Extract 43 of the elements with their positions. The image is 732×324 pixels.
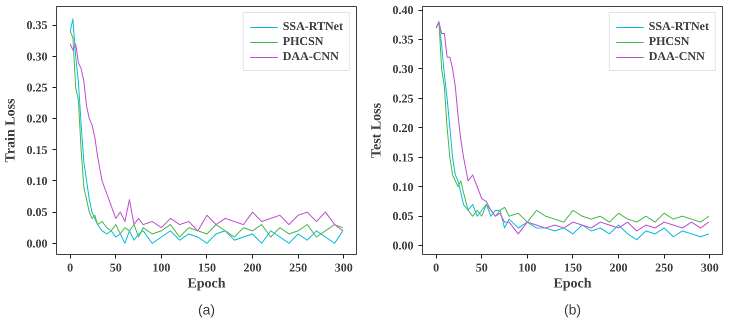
text: (a)	[198, 302, 216, 318]
y-tick-label: 0.15	[392, 150, 414, 164]
y-tick-label: 0.00	[26, 236, 48, 250]
x-tick-label: 0	[67, 260, 74, 274]
legend-label: DAA-CNN	[282, 49, 339, 64]
y-tick-label: 0.10	[26, 174, 48, 188]
y-tick-label: 0.15	[26, 142, 48, 157]
y-tick-label: 0.20	[26, 112, 48, 126]
legend-label: SSA-RTNet	[648, 19, 709, 34]
text: (b)	[564, 302, 582, 318]
x-tick-label: 100	[152, 260, 170, 274]
x-axis-title: Epoch	[553, 276, 592, 292]
legend-label: DAA-CNN	[648, 49, 705, 64]
y-tick-label: 0.30	[26, 49, 48, 64]
legend-label: PHCSN	[282, 34, 324, 49]
x-tick-label: 100	[518, 260, 536, 274]
y-tick-label: 0.35	[392, 32, 414, 46]
x-axis-title: Epoch	[187, 276, 226, 292]
y-tick-label: 0.05	[392, 209, 414, 224]
legend-label: SSA-RTNet	[282, 19, 343, 34]
y-tick-label: 0.40	[392, 3, 414, 18]
x-tick-label: 150	[564, 260, 582, 274]
legend-label: PHCSN	[648, 34, 690, 49]
x-tick-label: 0	[433, 260, 440, 274]
x-tick-label: 250	[289, 260, 308, 274]
y-axis-title: Test Loss	[370, 102, 384, 158]
x-tick-label: 50	[110, 260, 122, 274]
x-tick-label: 50	[476, 260, 488, 274]
y-tick-label: 0.25	[392, 91, 414, 106]
x-tick-label: 150	[198, 260, 216, 274]
x-tick-label: 300	[700, 260, 719, 274]
y-tick-label: 0.30	[392, 62, 414, 76]
y-tick-label: 0.10	[392, 180, 414, 194]
x-tick-label: 250	[655, 260, 674, 274]
y-tick-label: 0.00	[392, 238, 414, 253]
y-tick-label: 0.05	[26, 205, 48, 220]
y-tick-label: 0.25	[26, 80, 48, 95]
x-tick-label: 200	[244, 260, 262, 274]
x-tick-label: 200	[610, 260, 628, 274]
y-tick-label: 0.20	[392, 120, 414, 135]
x-tick-label: 300	[334, 260, 353, 274]
y-tick-label: 0.35	[26, 18, 48, 32]
y-axis-title: Train Loss	[4, 98, 18, 162]
